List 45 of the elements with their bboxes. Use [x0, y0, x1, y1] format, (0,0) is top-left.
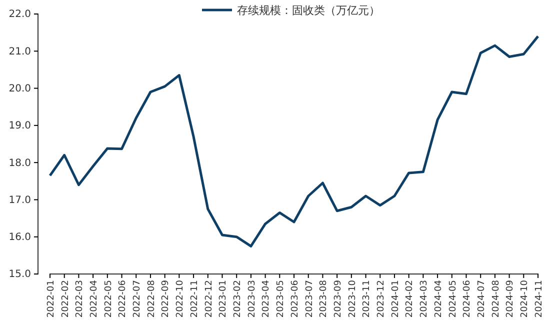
x-tick-label: 2024-10	[520, 280, 530, 318]
line-series	[48, 35, 540, 248]
x-tick-label: 2024-03	[420, 280, 430, 318]
y-tick-label: 17.0	[8, 194, 31, 206]
x-tick-label: 2024-07	[476, 280, 487, 318]
x-tick-label: 2023-07	[304, 280, 315, 318]
x-tick-label: 2022-04	[89, 280, 100, 318]
y-tick-label: 18.0	[8, 158, 31, 169]
x-tick-label: 2022-10	[176, 280, 186, 318]
y-tick-label: 16.0	[8, 232, 31, 244]
x-tick-label: 2023-03	[247, 280, 258, 318]
x-tick-label: 2022-02	[60, 280, 71, 318]
x-tick-label: 2022-01	[46, 280, 56, 318]
x-tick-label: 2024-05	[448, 280, 458, 318]
x-tick-label: 2024-08	[491, 280, 502, 318]
x-tick-label: 2023-04	[262, 280, 272, 318]
x-tick-label: 2023-08	[319, 280, 330, 318]
legend-label: 存续规模：固收类（万亿元）	[237, 4, 380, 17]
x-tick-label: 2024-04	[434, 280, 444, 318]
y-tick-label: 19.0	[8, 120, 31, 132]
x-tick-label: 2022-12	[204, 280, 214, 318]
x-tick-label: 2024-06	[462, 280, 473, 318]
x-tick-label: 2023-11	[362, 280, 372, 318]
x-tick-label: 2023-01	[218, 280, 229, 318]
x-tick-label: 2023-12	[376, 280, 387, 318]
x-tick-label: 2023-06	[290, 280, 300, 318]
y-tick-label: 22.0	[8, 9, 31, 20]
x-tick-label: 2022-06	[118, 280, 128, 318]
x-tick-label: 2023-05	[276, 280, 286, 318]
y-tick-label: 20.0	[8, 83, 31, 94]
x-tick-label: 2022-09	[161, 280, 172, 318]
x-tick-label: 2023-09	[333, 280, 344, 318]
x-tick-label: 2024-01	[390, 280, 401, 318]
x-tick-label: 2024-02	[405, 280, 416, 318]
x-tick-label: 2022-08	[146, 280, 157, 318]
x-tick-label: 2022-05	[104, 280, 114, 318]
y-tick-label: 21.0	[8, 46, 31, 58]
x-tick-label: 2022-11	[190, 280, 200, 318]
x-tick-label: 2023-02	[232, 280, 243, 318]
x-tick-label: 2024-09	[506, 280, 516, 318]
x-tick-label: 2023-10	[348, 280, 358, 318]
y-tick-label: 15.0	[8, 269, 31, 280]
x-tick-label: 2024-11	[534, 280, 544, 318]
x-tick-label: 2022-03	[75, 280, 86, 318]
x-tick-label: 2022-07	[132, 280, 143, 318]
